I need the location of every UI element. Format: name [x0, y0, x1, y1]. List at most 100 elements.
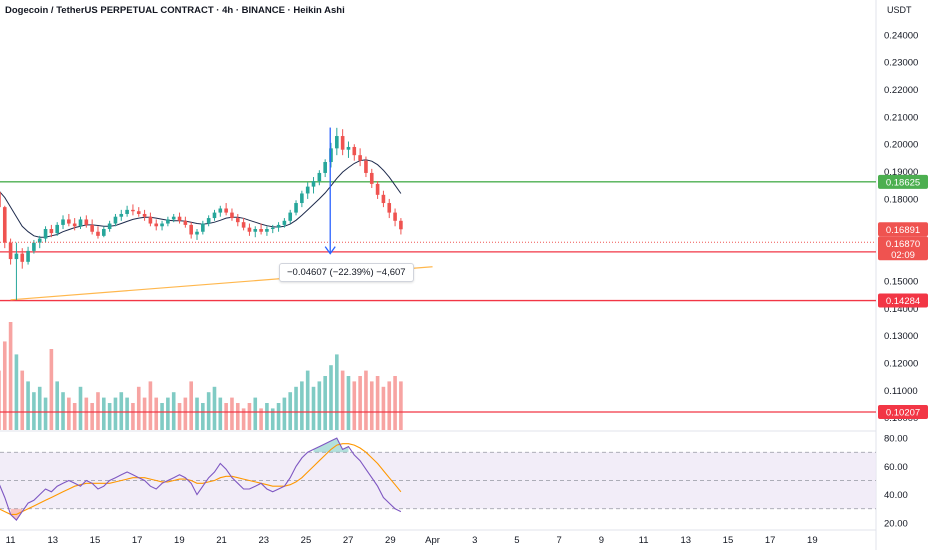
candle-body — [270, 227, 275, 230]
candle-body — [113, 216, 118, 224]
volume-bar — [32, 392, 36, 430]
candle-body — [142, 213, 147, 217]
volume-bar — [96, 392, 100, 430]
price-tick-label: 0.12000 — [884, 359, 918, 370]
candle-body — [131, 209, 135, 212]
candle-body — [119, 213, 124, 217]
candle-body — [14, 253, 19, 260]
volume-bar — [37, 386, 42, 430]
volume-bar — [183, 397, 188, 430]
chart-title: Dogecoin / TetherUS PERPETUAL CONTRACT ·… — [5, 5, 345, 16]
candle-body — [241, 222, 246, 228]
measure-label: −0.04607 (−22.39%) −4,607 — [279, 263, 414, 282]
candle-body — [340, 136, 345, 150]
rsi-tick-label: 80.00 — [884, 434, 908, 445]
candle-body — [166, 219, 170, 224]
volume-bar — [61, 392, 65, 430]
volume-bar — [369, 381, 374, 430]
candle-body — [67, 219, 71, 224]
candle-body — [369, 172, 374, 184]
price-level-tag-label: 0.14284 — [886, 296, 920, 307]
candle-body — [253, 229, 258, 232]
candle-body — [107, 223, 112, 230]
time-tick-label: 17 — [765, 535, 776, 546]
volume-bar — [352, 381, 357, 430]
candle-body — [61, 219, 65, 225]
candle-body — [282, 220, 287, 225]
candle-body — [317, 172, 322, 182]
price-tick-label: 0.11000 — [884, 386, 918, 397]
time-tick-label: 19 — [174, 535, 185, 546]
candle-body — [358, 155, 362, 161]
volume-bar — [131, 403, 135, 430]
candle-body — [201, 223, 205, 232]
time-tick-label: 19 — [807, 535, 818, 546]
candle-body — [189, 224, 193, 235]
rsi-line — [0, 437, 402, 521]
volume-bar — [154, 397, 159, 430]
volume-bar — [230, 397, 234, 430]
volume-bar — [329, 365, 333, 430]
time-tick-label: 9 — [599, 535, 604, 546]
time-tick-label: 17 — [132, 535, 143, 546]
volume-bar — [241, 408, 246, 430]
candle-body — [329, 148, 333, 163]
time-tick-label: 23 — [258, 535, 269, 546]
candle-body — [276, 224, 281, 228]
volume-bar — [387, 381, 392, 430]
candle-body — [43, 229, 48, 239]
candle-body — [136, 211, 141, 214]
volume-bar — [364, 370, 368, 430]
volume-bar — [282, 397, 287, 430]
time-tick-label: Apr — [425, 535, 440, 546]
rsi-tick-label: 20.00 — [884, 518, 908, 529]
candle-body — [224, 208, 228, 213]
volume-bar — [247, 403, 252, 430]
volume-bar — [125, 397, 129, 430]
volume-bar — [55, 381, 60, 430]
candle-body — [311, 181, 316, 187]
volume-bar — [26, 381, 30, 430]
price-tick-label: 0.18000 — [884, 194, 918, 205]
volume-bar — [276, 403, 281, 430]
volume-bar — [305, 370, 310, 430]
time-tick-label: 11 — [639, 535, 649, 546]
candle-body — [177, 216, 182, 221]
volume-bar — [288, 392, 293, 430]
candle-body — [230, 212, 234, 219]
rsi-tick-label: 60.00 — [884, 462, 908, 473]
price-tick-label: 0.22000 — [884, 85, 918, 96]
countdown-price-label: 0.16870 — [886, 239, 920, 250]
volume-bar — [317, 381, 322, 430]
rsi-ma-line — [0, 443, 402, 515]
volume-bar — [270, 408, 275, 430]
volume-bar — [119, 392, 124, 430]
candle-body — [20, 253, 25, 262]
volume-bar — [8, 322, 13, 430]
time-tick-label: 11 — [6, 535, 16, 546]
price-tick-label: 0.15000 — [884, 276, 918, 287]
volume-bar — [43, 397, 48, 430]
candle-body — [206, 218, 211, 224]
price-tick-label: 0.20000 — [884, 140, 918, 151]
candle-body — [37, 238, 42, 243]
volume-bar — [49, 349, 54, 430]
candle-body — [393, 212, 397, 221]
volume-bar — [14, 354, 19, 430]
candle-body — [288, 212, 293, 221]
volume-bar — [113, 397, 118, 430]
volume-bar — [78, 386, 83, 430]
currency-label[interactable]: USDT — [887, 5, 912, 15]
time-tick-label: 15 — [723, 535, 734, 546]
volume-bar — [2, 341, 7, 430]
time-tick-label: 25 — [301, 535, 312, 546]
volume-bar — [107, 403, 112, 430]
candle-body — [160, 223, 164, 227]
volume-bar — [206, 392, 211, 430]
volume-bar — [346, 376, 351, 430]
candle-body — [364, 160, 368, 173]
volume-bar — [195, 397, 199, 430]
volume-bar — [399, 381, 403, 430]
candle-body — [55, 224, 60, 234]
